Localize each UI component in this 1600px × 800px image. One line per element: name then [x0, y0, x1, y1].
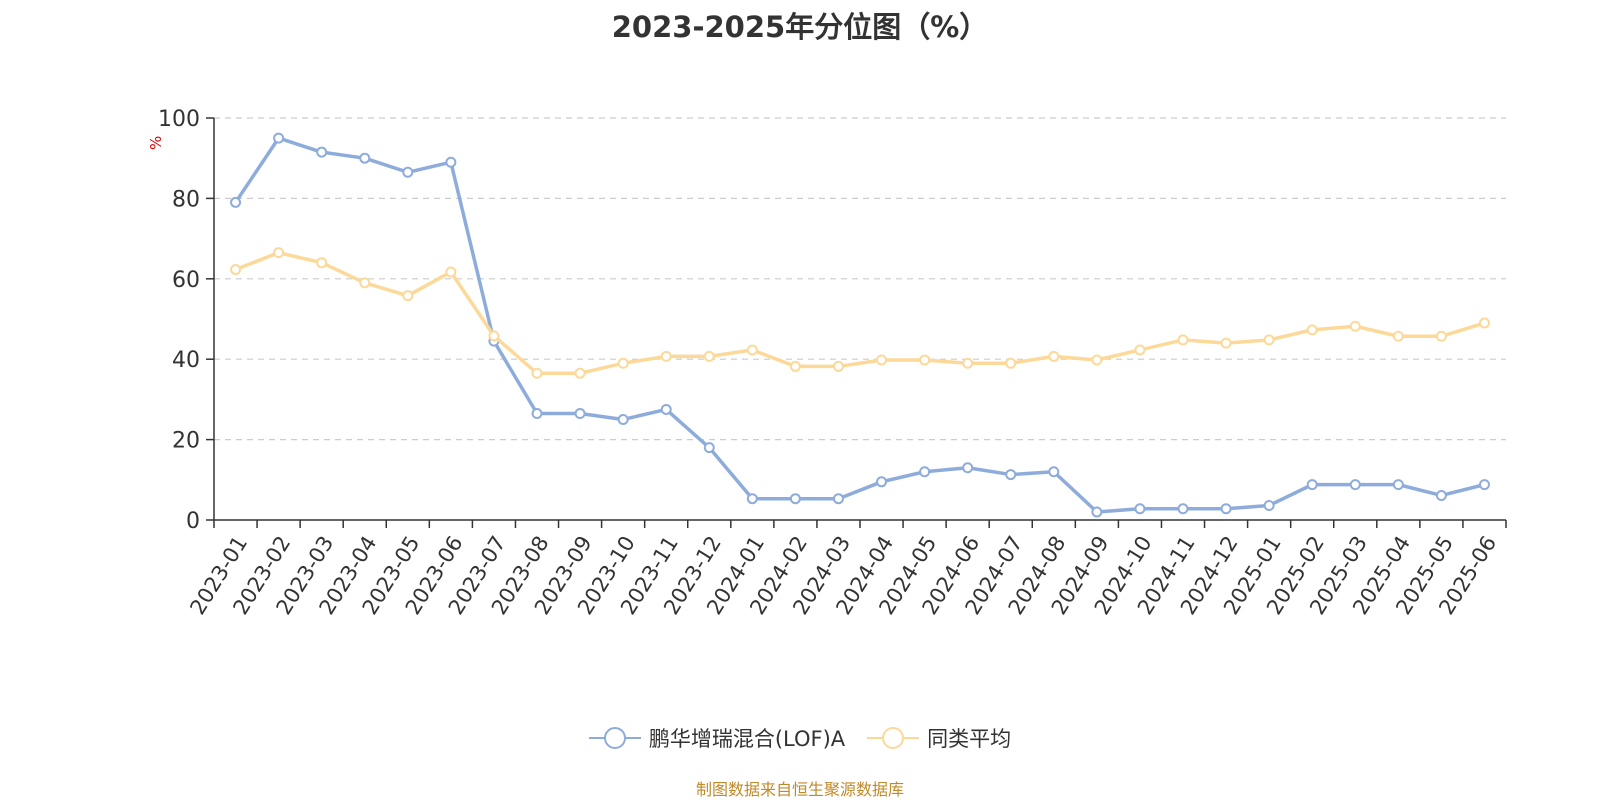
data-point-1 [1048, 350, 1060, 362]
data-point-0 [1392, 479, 1404, 491]
data-point-0 [531, 407, 543, 419]
legend-item-peer-average[interactable]: 同类平均 [867, 723, 1011, 753]
data-point-1 [1220, 337, 1232, 349]
y-tick-label: 60 [172, 268, 200, 293]
y-tick-label: 0 [186, 509, 200, 534]
data-point-1 [230, 264, 242, 276]
data-point-0 [1048, 466, 1060, 478]
data-point-1 [488, 330, 500, 342]
data-point-1 [1306, 324, 1318, 336]
data-point-0 [230, 196, 242, 208]
data-point-1 [617, 357, 629, 369]
data-point-0 [1435, 489, 1447, 501]
data-point-0 [1306, 479, 1318, 491]
data-point-0 [876, 476, 888, 488]
data-point-0 [919, 466, 931, 478]
data-point-0 [273, 132, 285, 144]
data-point-1 [1349, 320, 1361, 332]
y-tick-label: 20 [172, 429, 200, 454]
data-point-1 [574, 367, 586, 379]
data-point-1 [402, 290, 414, 302]
legend-swatch-peer-average [867, 727, 920, 749]
data-point-0 [574, 407, 586, 419]
data-point-0 [359, 152, 371, 164]
data-point-1 [876, 354, 888, 366]
data-point-0 [660, 403, 672, 415]
data-point-0 [1091, 506, 1103, 518]
data-point-1 [746, 344, 758, 356]
data-point-1 [445, 266, 457, 278]
data-source-note: 制图数据来自恒生聚源数据库 [695, 780, 904, 799]
data-point-0 [1220, 503, 1232, 515]
data-point-0 [1478, 479, 1490, 491]
data-point-1 [1005, 357, 1017, 369]
data-point-0 [1134, 503, 1146, 515]
data-point-1 [1177, 334, 1189, 346]
data-point-0 [445, 156, 457, 168]
chart-title: 2023-2025年分位图（%） [611, 10, 989, 44]
legend-swatch-fund [588, 727, 641, 749]
data-point-1 [832, 360, 844, 372]
y-tick-label: 40 [172, 348, 200, 373]
data-point-0 [746, 493, 758, 505]
y-tick-label: 80 [172, 187, 200, 212]
data-point-0 [402, 166, 414, 178]
data-point-1 [1478, 317, 1490, 329]
data-point-0 [962, 462, 974, 474]
series-line-0 [234, 136, 1485, 514]
data-point-0 [789, 493, 801, 505]
data-point-1 [789, 360, 801, 372]
y-tick-label: 100 [158, 107, 200, 132]
data-point-1 [703, 350, 715, 362]
data-point-0 [1005, 469, 1017, 481]
data-point-0 [617, 414, 629, 425]
legend-item-fund[interactable]: 鹏华增瑞混合(LOF)A [588, 723, 846, 753]
data-point-1 [919, 354, 931, 366]
data-point-0 [1263, 500, 1275, 512]
data-point-1 [1263, 334, 1275, 346]
legend-label-peer-average: 同类平均 [927, 727, 1012, 751]
data-point-1 [1091, 354, 1103, 366]
data-point-0 [832, 493, 844, 505]
legend-label-fund: 鹏华增瑞混合(LOF)A [648, 727, 846, 751]
data-point-1 [1392, 330, 1404, 342]
data-point-1 [316, 257, 328, 269]
data-point-0 [703, 442, 715, 454]
data-point-1 [1435, 330, 1447, 342]
data-point-1 [273, 247, 285, 259]
data-point-0 [316, 146, 328, 158]
data-point-0 [1349, 479, 1361, 491]
data-point-1 [359, 277, 371, 289]
data-point-0 [1177, 503, 1189, 515]
chart-legend: 鹏华增瑞混合(LOF)A 同类平均 [0, 722, 1600, 754]
series-line-1 [234, 250, 1485, 376]
data-point-1 [660, 350, 672, 362]
data-point-1 [1134, 344, 1146, 356]
data-point-1 [962, 357, 974, 369]
data-point-1 [531, 367, 543, 379]
